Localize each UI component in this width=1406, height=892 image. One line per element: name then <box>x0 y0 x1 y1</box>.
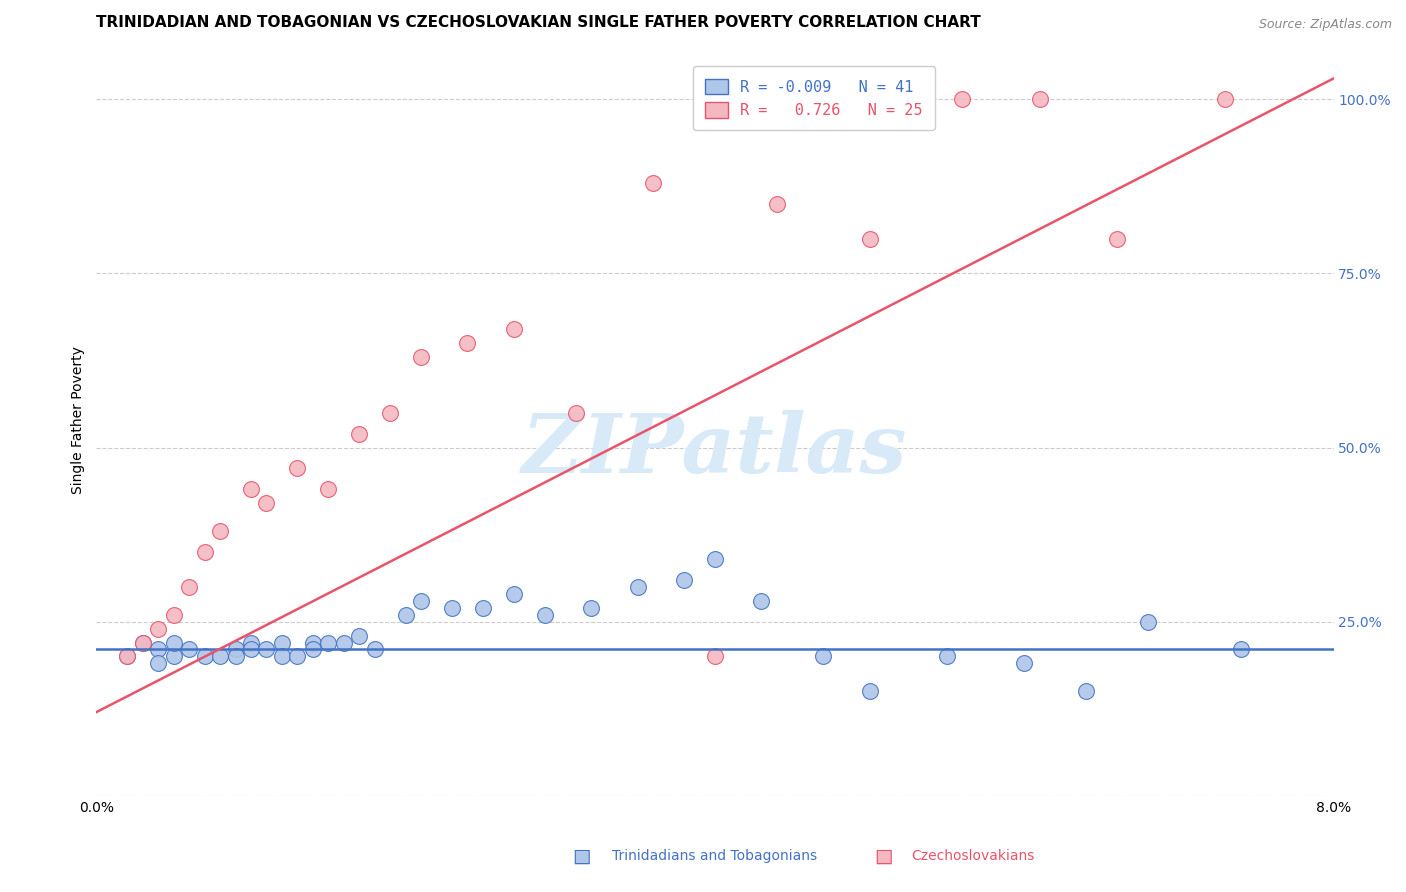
Point <box>503 322 526 336</box>
Point <box>209 649 232 664</box>
Text: TRINIDADIAN AND TOBAGONIAN VS CZECHOSLOVAKIAN SINGLE FATHER POVERTY CORRELATION : TRINIDADIAN AND TOBAGONIAN VS CZECHOSLOV… <box>97 15 981 30</box>
Point <box>287 461 309 475</box>
Point <box>579 600 602 615</box>
Point <box>349 628 371 642</box>
Point <box>194 545 217 559</box>
Text: Trinidadians and Tobagonians: Trinidadians and Tobagonians <box>612 849 817 863</box>
Point <box>132 635 155 649</box>
Text: □: □ <box>572 847 591 866</box>
Point <box>194 649 217 664</box>
Point <box>225 649 247 664</box>
Point <box>1229 642 1251 657</box>
Point <box>225 642 247 657</box>
Point <box>148 622 170 636</box>
Point <box>1105 232 1128 246</box>
Point <box>302 642 325 657</box>
Point <box>765 196 787 211</box>
Point <box>441 600 464 615</box>
Point <box>240 635 263 649</box>
Point <box>858 232 880 246</box>
Point <box>117 649 139 664</box>
Point <box>950 92 973 106</box>
Point <box>1074 684 1097 698</box>
Point <box>380 406 402 420</box>
Point <box>749 593 772 607</box>
Point <box>271 635 294 649</box>
Point <box>256 642 278 657</box>
Point <box>302 635 325 649</box>
Point <box>457 336 479 351</box>
Point <box>564 406 586 420</box>
Point <box>132 635 155 649</box>
Point <box>703 649 725 664</box>
Point <box>148 642 170 657</box>
Point <box>179 642 201 657</box>
Point <box>209 524 232 538</box>
Point <box>641 176 664 190</box>
Point <box>349 426 371 441</box>
Text: Czechoslovakians: Czechoslovakians <box>911 849 1035 863</box>
Text: ■: ■ <box>875 847 893 866</box>
Point <box>411 593 433 607</box>
Point <box>333 635 356 649</box>
Point <box>1028 92 1050 106</box>
Point <box>811 649 834 664</box>
Point <box>503 587 526 601</box>
Point <box>626 580 648 594</box>
Point <box>179 580 201 594</box>
Point <box>1136 615 1159 629</box>
Point <box>163 635 186 649</box>
Point <box>472 600 495 615</box>
Text: ZIPatlas: ZIPatlas <box>522 409 908 490</box>
Point <box>163 607 186 622</box>
Text: □: □ <box>875 847 893 866</box>
Text: ■: ■ <box>572 847 591 866</box>
Point <box>163 649 186 664</box>
Point <box>935 649 957 664</box>
Point <box>148 657 170 671</box>
Point <box>858 684 880 698</box>
Point <box>117 649 139 664</box>
Point <box>318 483 340 497</box>
Point <box>703 552 725 566</box>
Y-axis label: Single Father Poverty: Single Father Poverty <box>72 346 86 493</box>
Point <box>533 607 555 622</box>
Point <box>256 496 278 510</box>
Legend: R = -0.009   N = 41, R =   0.726   N = 25: R = -0.009 N = 41, R = 0.726 N = 25 <box>693 66 935 130</box>
Point <box>240 642 263 657</box>
Point <box>1012 657 1035 671</box>
Text: Source: ZipAtlas.com: Source: ZipAtlas.com <box>1258 18 1392 31</box>
Point <box>672 573 695 587</box>
Point <box>395 607 418 622</box>
Point <box>411 350 433 364</box>
Point <box>271 649 294 664</box>
Point <box>364 642 387 657</box>
Point <box>318 635 340 649</box>
Point <box>287 649 309 664</box>
Point <box>240 483 263 497</box>
Point <box>1213 92 1236 106</box>
